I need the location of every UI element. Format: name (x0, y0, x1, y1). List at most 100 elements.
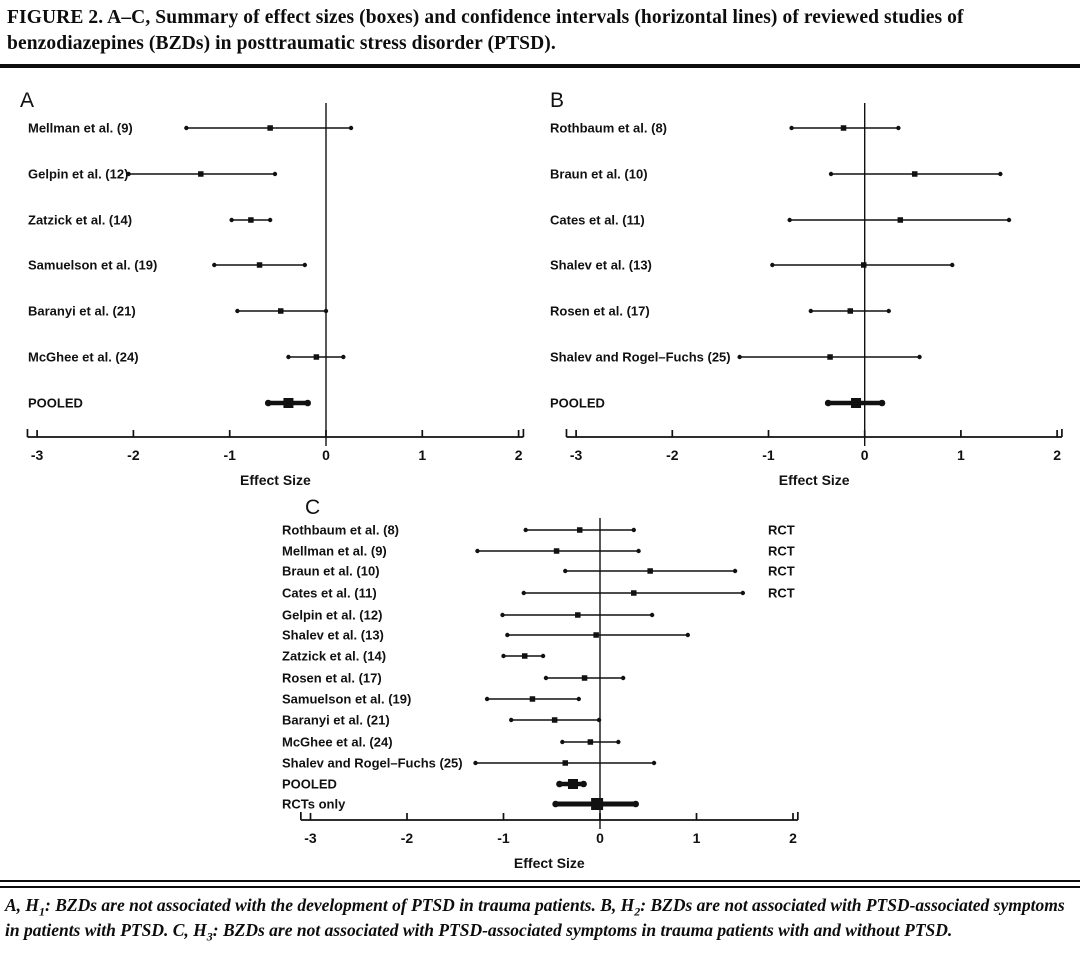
effect-size-box (847, 308, 854, 314)
study-label: Cates et al. (11) (550, 213, 645, 228)
ci-endpoint-high (950, 262, 955, 268)
ci-endpoint-high (323, 308, 329, 314)
panel-label: A (20, 89, 34, 112)
effect-size-box (860, 262, 867, 268)
ci-endpoint-high (632, 800, 640, 808)
ci-endpoint-low (789, 125, 794, 131)
study-label: Samuelson et al. (19) (282, 692, 411, 707)
study-label: Rosen et al. (17) (282, 671, 382, 686)
ci-endpoint-high (272, 171, 278, 177)
ci-endpoint-low (770, 262, 775, 268)
effect-size-box (277, 308, 284, 314)
ci-endpoint-low (828, 171, 834, 177)
study-label: Samuelson et al. (19) (28, 258, 157, 273)
x-axis-title: Effect Size (779, 472, 850, 488)
effect-size-box (553, 548, 560, 554)
study-label: Mellman et al. (9) (28, 121, 133, 136)
tick-label: 1 (693, 830, 701, 846)
ci-endpoint-low (552, 800, 559, 808)
effect-size-box (911, 171, 918, 177)
effect-size-box (567, 779, 578, 789)
ci-endpoint-low (473, 760, 478, 766)
study-label: Zatzick et al. (14) (28, 213, 132, 228)
study-label: POOLED (282, 777, 337, 792)
ci-endpoint-low (184, 125, 189, 131)
ci-endpoint-high (886, 308, 891, 314)
tick-label: 0 (596, 830, 604, 846)
study-label: POOLED (28, 396, 83, 411)
study-label: RCTs only (282, 797, 346, 812)
ci-endpoint-low (505, 632, 510, 638)
top-rule (0, 64, 1080, 68)
ci-endpoint-high (540, 653, 546, 659)
panel-label: C (305, 496, 320, 519)
effect-size-box (593, 632, 599, 638)
study-label: Gelpin et al. (12) (28, 167, 128, 182)
effect-size-box (840, 125, 847, 131)
effect-size-box (256, 262, 263, 268)
study-label: Braun et al. (10) (550, 167, 648, 182)
effect-size-box (575, 612, 581, 618)
ci-endpoint-high (580, 780, 587, 788)
forest-panel-a: A -3 -2 -1 0 1 2 Effect Size Mellman et al. (9) G… (20, 89, 525, 488)
ci-endpoint-low (286, 354, 291, 360)
effect-size-box (827, 354, 833, 360)
ci-endpoint-low (212, 262, 217, 268)
ci-endpoint-high (631, 527, 636, 533)
ci-endpoint-low (521, 590, 526, 596)
study-label: Shalev et al. (13) (282, 628, 384, 643)
study-label: Rothbaum et al. (8) (550, 121, 667, 136)
ci-endpoint-low (787, 217, 792, 223)
ci-endpoint-high (1006, 217, 1012, 223)
x-axis-title: Effect Size (514, 855, 585, 871)
ci-endpoint-low (509, 717, 514, 723)
tick-label: -2 (666, 447, 679, 463)
ci-endpoint-low (475, 548, 480, 554)
rct-annotation: RCT (768, 586, 795, 601)
ci-endpoint-high (896, 125, 901, 131)
ci-endpoint-high (267, 217, 273, 223)
x-axis-title: Effect Size (240, 472, 311, 488)
figure-caption: A, H1: BZDs are not associated with the … (5, 893, 1076, 943)
forest-panel-c: C -3 -2 -1 0 1 2 Effect Size Rothbaum et al. (8)… (282, 496, 799, 871)
effect-size-box (851, 398, 862, 408)
ci-endpoint-high (576, 696, 581, 702)
study-label: Baranyi et al. (21) (28, 304, 136, 319)
ci-endpoint-high (616, 739, 621, 745)
ci-endpoint-low (484, 696, 490, 702)
study-label: Baranyi et al. (21) (282, 713, 390, 728)
ci-endpoint-high (304, 399, 312, 407)
effect-size-box (581, 675, 588, 681)
caption-text: A, H (5, 895, 40, 915)
ci-endpoint-high (636, 548, 641, 554)
tick-label: -1 (223, 447, 236, 463)
effect-size-box (198, 171, 204, 177)
ci-endpoint-high (620, 675, 626, 681)
ci-endpoint-high (878, 399, 886, 407)
ci-endpoint-high (917, 354, 922, 360)
caption-subscript: 3 (206, 929, 213, 944)
study-label: Braun et al. (10) (282, 564, 380, 579)
ci-endpoint-high (596, 717, 602, 723)
study-label: Gelpin et al. (12) (282, 608, 382, 623)
ci-endpoint-low (556, 780, 563, 788)
ci-endpoint-low (500, 612, 505, 618)
ci-endpoint-low (737, 354, 742, 360)
caption-text: : BZDs are not associated with the devel… (45, 895, 635, 915)
ci-endpoint-low (126, 171, 131, 177)
caption-text: : BZDs are not associated with PTSD-asso… (5, 895, 1065, 940)
ci-endpoint-low (501, 653, 506, 659)
ci-endpoint-high (302, 262, 308, 268)
ci-endpoint-low (563, 568, 568, 574)
study-label: Shalev and Rogel–Fuchs (25) (282, 756, 463, 771)
ci-endpoint-low (824, 399, 832, 407)
ci-endpoint-low (235, 308, 240, 314)
study-label: Rosen et al. (17) (550, 304, 650, 319)
rct-annotation: RCT (768, 523, 795, 538)
ci-endpoint-high (341, 354, 346, 360)
caption-subscript: 1 (39, 904, 46, 919)
ci-endpoint-low (264, 399, 272, 407)
tick-label: -3 (570, 447, 583, 463)
tick-label: 0 (322, 447, 330, 463)
figure-title: FIGURE 2. A–C, Summary of effect sizes (… (7, 7, 964, 55)
